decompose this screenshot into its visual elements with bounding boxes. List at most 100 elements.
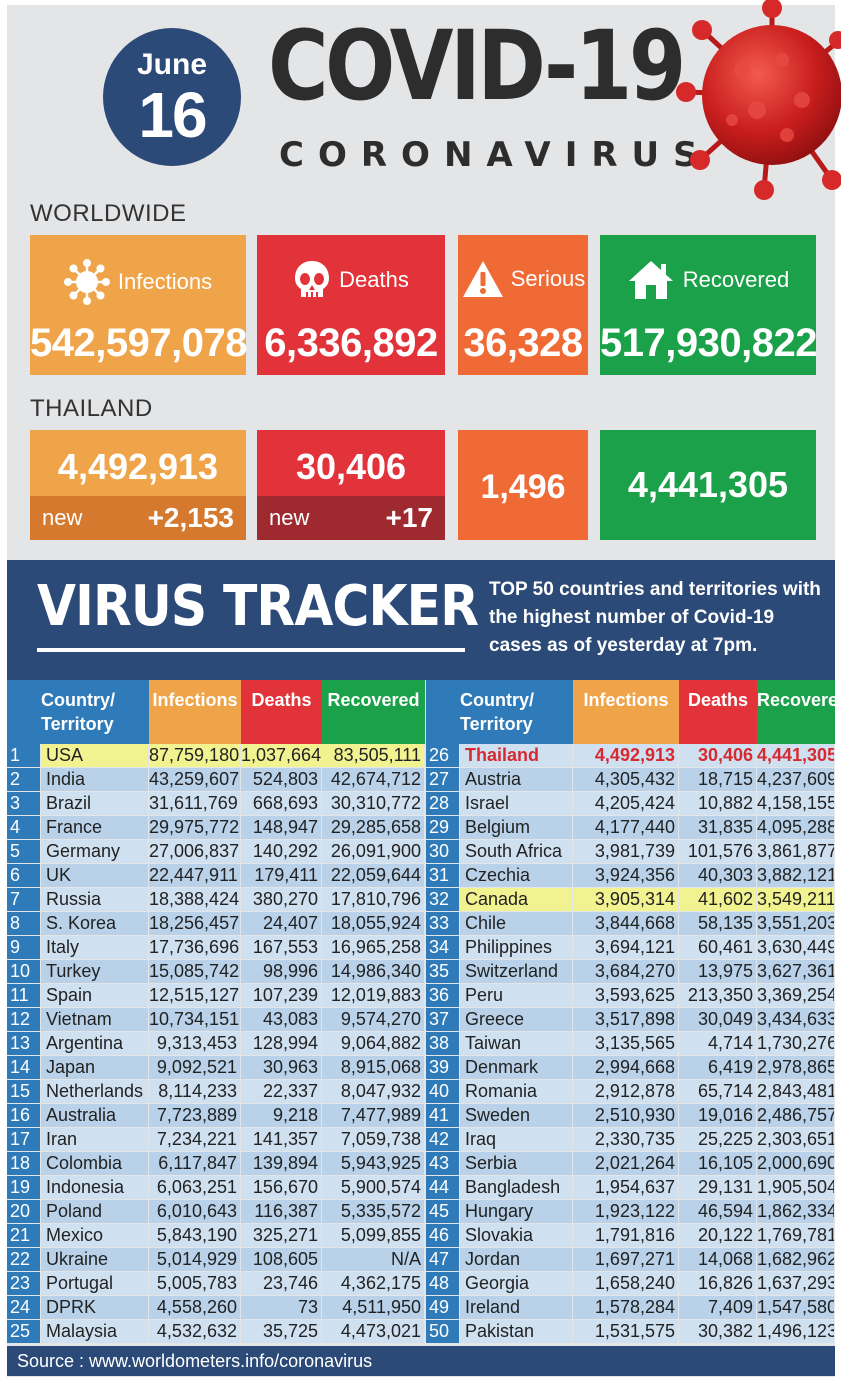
thailand-label: THAILAND [30,395,153,422]
infections-cell: 1,954,637 [573,1176,678,1199]
country-cell: Taiwan [460,1032,572,1055]
deaths-cell: 18,715 [679,768,756,791]
deaths-cell: 58,135 [679,912,756,935]
deaths-cell: 23,746 [241,1272,321,1295]
recovered-cell: 9,574,270 [322,1008,424,1031]
country-cell: Switzerland [460,960,572,983]
tracker-description: TOP 50 countries and territories with th… [489,576,829,660]
infections-cell: 15,085,742 [149,960,240,983]
deaths-cell: 35,725 [241,1320,321,1343]
thailand-recovered-card: 4,441,305 [600,430,816,540]
rank-cell: 23 [7,1272,40,1295]
table-row: 46 Slovakia 1,791,816 20,122 1,769,781 [426,1224,835,1248]
infections-cell: 31,611,769 [149,792,240,815]
infections-cell: 3,684,270 [573,960,678,983]
infections-cell: 5,005,783 [149,1272,240,1295]
rank-cell: 4 [7,816,40,839]
infections-cell: 22,447,911 [149,864,240,887]
recovered-cell: 2,978,865 [757,1056,834,1079]
recovered-cell: 2,000,690 [757,1152,834,1175]
rank-cell: 49 [426,1296,459,1319]
deaths-cell: 9,218 [241,1104,321,1127]
infections-cell: 1,531,575 [573,1320,678,1343]
header-recovered-label: Recovered [757,690,841,710]
table-row: 17 Iran 7,234,221 141,357 7,059,738 [7,1128,425,1152]
table-row: 20 Poland 6,010,643 116,387 5,335,572 [7,1200,425,1224]
table-row: 3 Brazil 31,611,769 668,693 30,310,772 [7,792,425,816]
country-cell: Chile [460,912,572,935]
infections-cell: 18,388,424 [149,888,240,911]
recovered-cell: 2,303,651 [757,1128,834,1151]
thailand-infections-value: 4,492,913 [57,446,219,487]
recovered-cell: 4,511,950 [322,1296,424,1319]
rank-cell: 48 [426,1272,459,1295]
infections-cell: 3,135,565 [573,1032,678,1055]
recovered-cell: 1,905,504 [757,1176,834,1199]
country-cell: Netherlands [41,1080,148,1103]
rank-cell: 14 [7,1056,40,1079]
rank-cell: 32 [426,888,459,911]
country-cell: Turkey [41,960,148,983]
recovered-cell: 3,630,449 [757,936,834,959]
page-subtitle: CORONAVIRUS [279,135,712,175]
rank-cell: 35 [426,960,459,983]
recovered-cell: 1,769,781 [757,1224,834,1247]
table-row: 50 Pakistan 1,531,575 30,382 1,496,123 [426,1320,835,1344]
country-cell: Israel [460,792,572,815]
virus-icon [63,259,110,305]
country-cell: USA [41,744,148,767]
infections-cell: 27,006,837 [149,840,240,863]
serious-caption: Serious [510,266,586,291]
recovered-cell: 5,900,574 [322,1176,424,1199]
table-row: 19 Indonesia 6,063,251 156,670 5,900,574 [7,1176,425,1200]
infections-caption: Infections [117,269,213,294]
thailand-serious-value: 1,496 [480,468,566,506]
country-cell: Italy [41,936,148,959]
rank-cell: 9 [7,936,40,959]
header-infections: Infections [573,680,679,744]
table-row: 6 UK 22,447,911 179,411 22,059,644 [7,864,425,888]
deaths-cell: 16,105 [679,1152,756,1175]
recovered-cell: 42,674,712 [322,768,424,791]
table-row: 32 Canada 3,905,314 41,602 3,549,211 [426,888,835,912]
rank-cell: 46 [426,1224,459,1247]
country-cell: Bangladesh [460,1176,572,1199]
infections-cell: 17,736,696 [149,936,240,959]
rank-cell: 36 [426,984,459,1007]
table-row: 4 France 29,975,772 148,947 29,285,658 [7,816,425,840]
header-infections-label: Infections [583,690,669,710]
infections-cell: 4,558,260 [149,1296,240,1319]
table-row: 18 Colombia 6,117,847 139,894 5,943,925 [7,1152,425,1176]
infections-cell: 4,205,424 [573,792,678,815]
rank-cell: 12 [7,1008,40,1031]
infections-cell: 3,924,356 [573,864,678,887]
recovered-cell: 3,627,361 [757,960,834,983]
new-label: new [269,505,310,530]
rank-cell: 8 [7,912,40,935]
infections-cell: 7,723,889 [149,1104,240,1127]
country-cell: Georgia [460,1272,572,1295]
table-row: 9 Italy 17,736,696 167,553 16,965,258 [7,936,425,960]
deaths-cell: 98,996 [241,960,321,983]
deaths-cell: 30,049 [679,1008,756,1031]
table-row: 30 South Africa 3,981,739 101,576 3,861,877 [426,840,835,864]
table-row: 12 Vietnam 10,734,151 43,083 9,574,270 [7,1008,425,1032]
infections-cell: 5,843,190 [149,1224,240,1247]
rank-cell: 50 [426,1320,459,1343]
rank-cell: 20 [7,1200,40,1223]
infections-cell: 87,759,180 [149,744,240,767]
table-row: 49 Ireland 1,578,284 7,409 1,547,580 [426,1296,835,1320]
country-cell: Japan [41,1056,148,1079]
deaths-cell: 10,882 [679,792,756,815]
deaths-cell: 30,382 [679,1320,756,1343]
recovered-cell: 7,477,989 [322,1104,424,1127]
rank-cell: 42 [426,1128,459,1151]
country-cell: Iraq [460,1128,572,1151]
rank-cell: 30 [426,840,459,863]
deaths-cell: 14,068 [679,1248,756,1271]
header-infections: Infections [149,680,241,744]
infections-cell: 4,532,632 [149,1320,240,1343]
rank-cell: 29 [426,816,459,839]
deaths-cell: 148,947 [241,816,321,839]
infections-cell: 43,259,607 [149,768,240,791]
